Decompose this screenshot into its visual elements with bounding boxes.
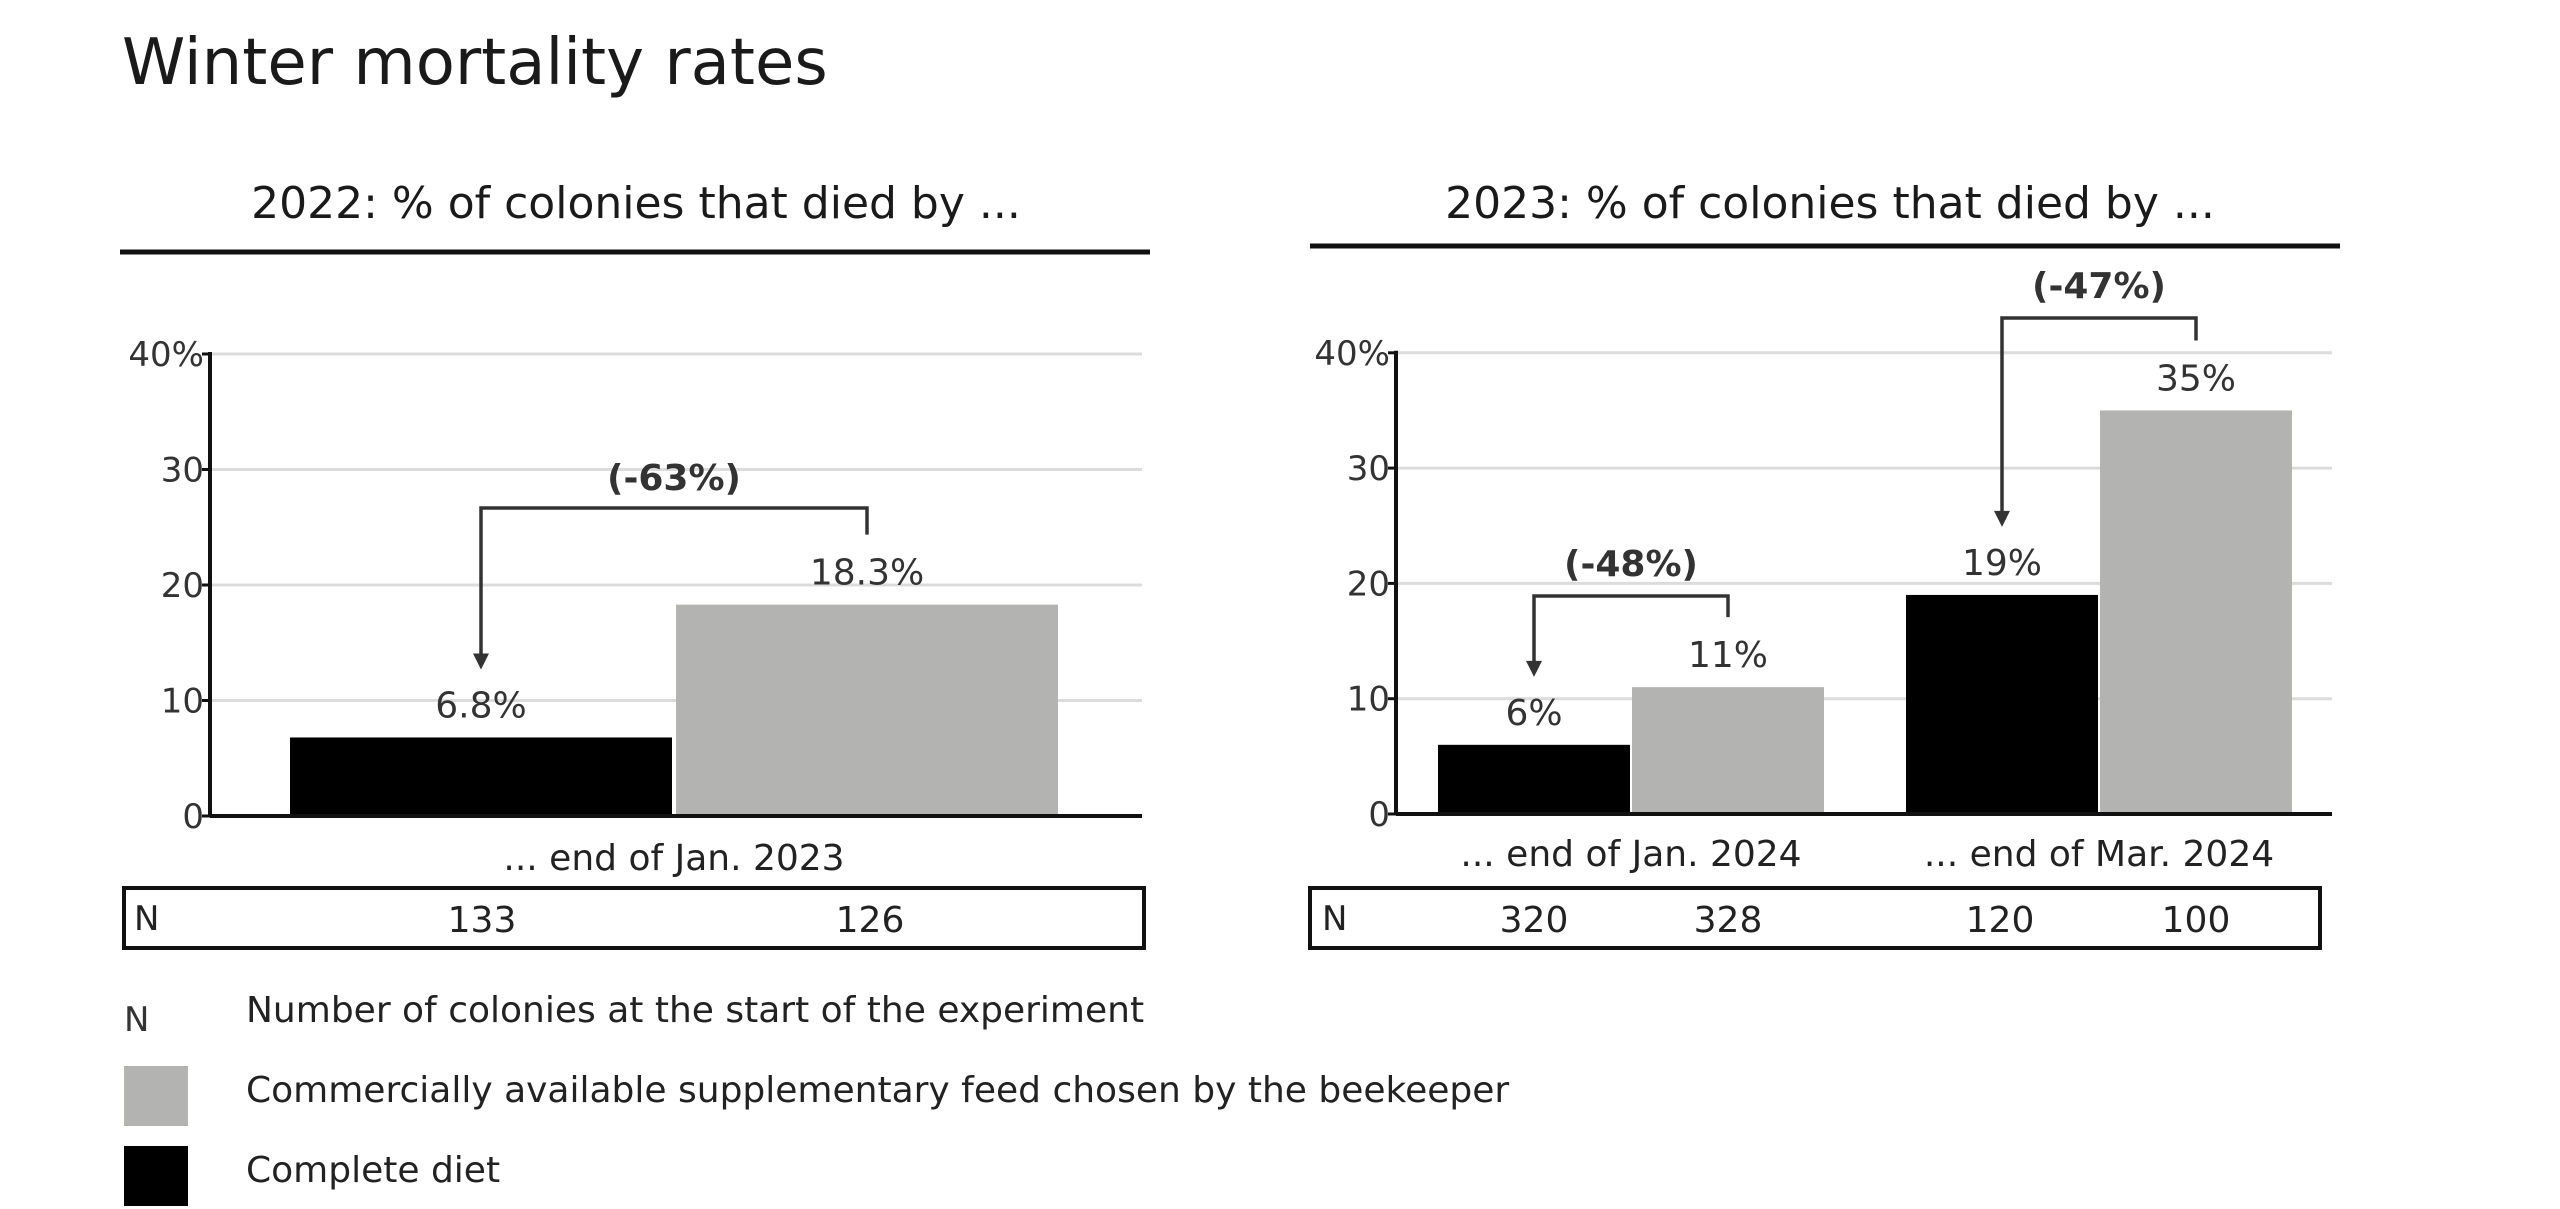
legend-commercial-swatch (124, 1066, 188, 1126)
data-label: 35% (2156, 358, 2236, 399)
n-table-box (1308, 886, 2322, 950)
legend-n-text: Number of colonies at the start of the e… (246, 990, 1145, 1031)
n-table-value: 126 (836, 900, 905, 941)
bar-commercial-feed (1632, 687, 1824, 814)
comparison-bracket (479, 506, 869, 656)
chart-title: 2022: % of colonies that died by ... (251, 178, 1021, 229)
y-tick-label: 10 (1347, 680, 1390, 720)
y-tick-label: 10 (161, 682, 204, 722)
data-label: 19% (1962, 543, 2042, 584)
n-table-label: N (1322, 899, 1347, 939)
legend-complete-swatch (124, 1146, 188, 1206)
n-table-box (122, 886, 1146, 950)
n-table-value: 133 (448, 900, 517, 941)
reduction-annotation: (-63%) (607, 458, 741, 499)
legend-item-n: N (124, 988, 188, 1052)
category-label: ... end of Jan. 2024 (1460, 834, 1801, 875)
data-label: 6.8% (435, 685, 526, 726)
reduction-annotation: (-48%) (1564, 544, 1698, 585)
legend-complete-text: Complete diet (246, 1150, 501, 1191)
n-table-value: 328 (1694, 900, 1763, 941)
category-label: ... end of Jan. 2023 (503, 838, 844, 879)
y-tick-label: 20 (1347, 564, 1390, 604)
bracket-arrowhead (1994, 510, 2010, 527)
legend-n-key: N (124, 1000, 150, 1040)
n-table-value: 320 (1500, 900, 1569, 941)
data-label: 6% (1505, 693, 1562, 734)
data-label: 11% (1688, 635, 1768, 676)
category-label: ... end of Mar. 2024 (1924, 834, 2274, 875)
data-label: 18.3% (810, 553, 924, 594)
n-table-label: N (134, 899, 159, 939)
bar-complete-diet (1438, 744, 1630, 814)
y-tick-label: 20 (161, 566, 204, 606)
y-tick-label: 40% (1314, 334, 1390, 374)
n-table-value: 100 (2162, 900, 2231, 941)
y-tick-label: 40% (128, 335, 204, 375)
comparison-bracket (2000, 316, 2198, 513)
bracket-arrowhead (473, 653, 489, 670)
bar-complete-diet (290, 737, 672, 816)
chart-title: 2023: % of colonies that died by ... (1445, 178, 2215, 229)
legend-item-complete (124, 1144, 188, 1208)
y-tick-label: 0 (182, 797, 204, 837)
bar-complete-diet (1906, 594, 2098, 814)
reduction-annotation: (-47%) (2032, 266, 2166, 307)
y-tick-label: 30 (161, 451, 204, 491)
y-tick-label: 30 (1347, 449, 1390, 489)
legend-commercial-text: Commercially available supplementary fee… (246, 1070, 1510, 1111)
bar-commercial-feed (676, 604, 1058, 816)
bar-commercial-feed (2100, 410, 2292, 814)
comparison-bracket (1532, 594, 1730, 663)
page-title: Winter mortality rates (122, 26, 828, 100)
n-table-value: 120 (1966, 900, 2035, 941)
y-tick-label: 0 (1368, 795, 1390, 835)
legend-item-commercial (124, 1064, 188, 1128)
bracket-arrowhead (1526, 660, 1542, 677)
